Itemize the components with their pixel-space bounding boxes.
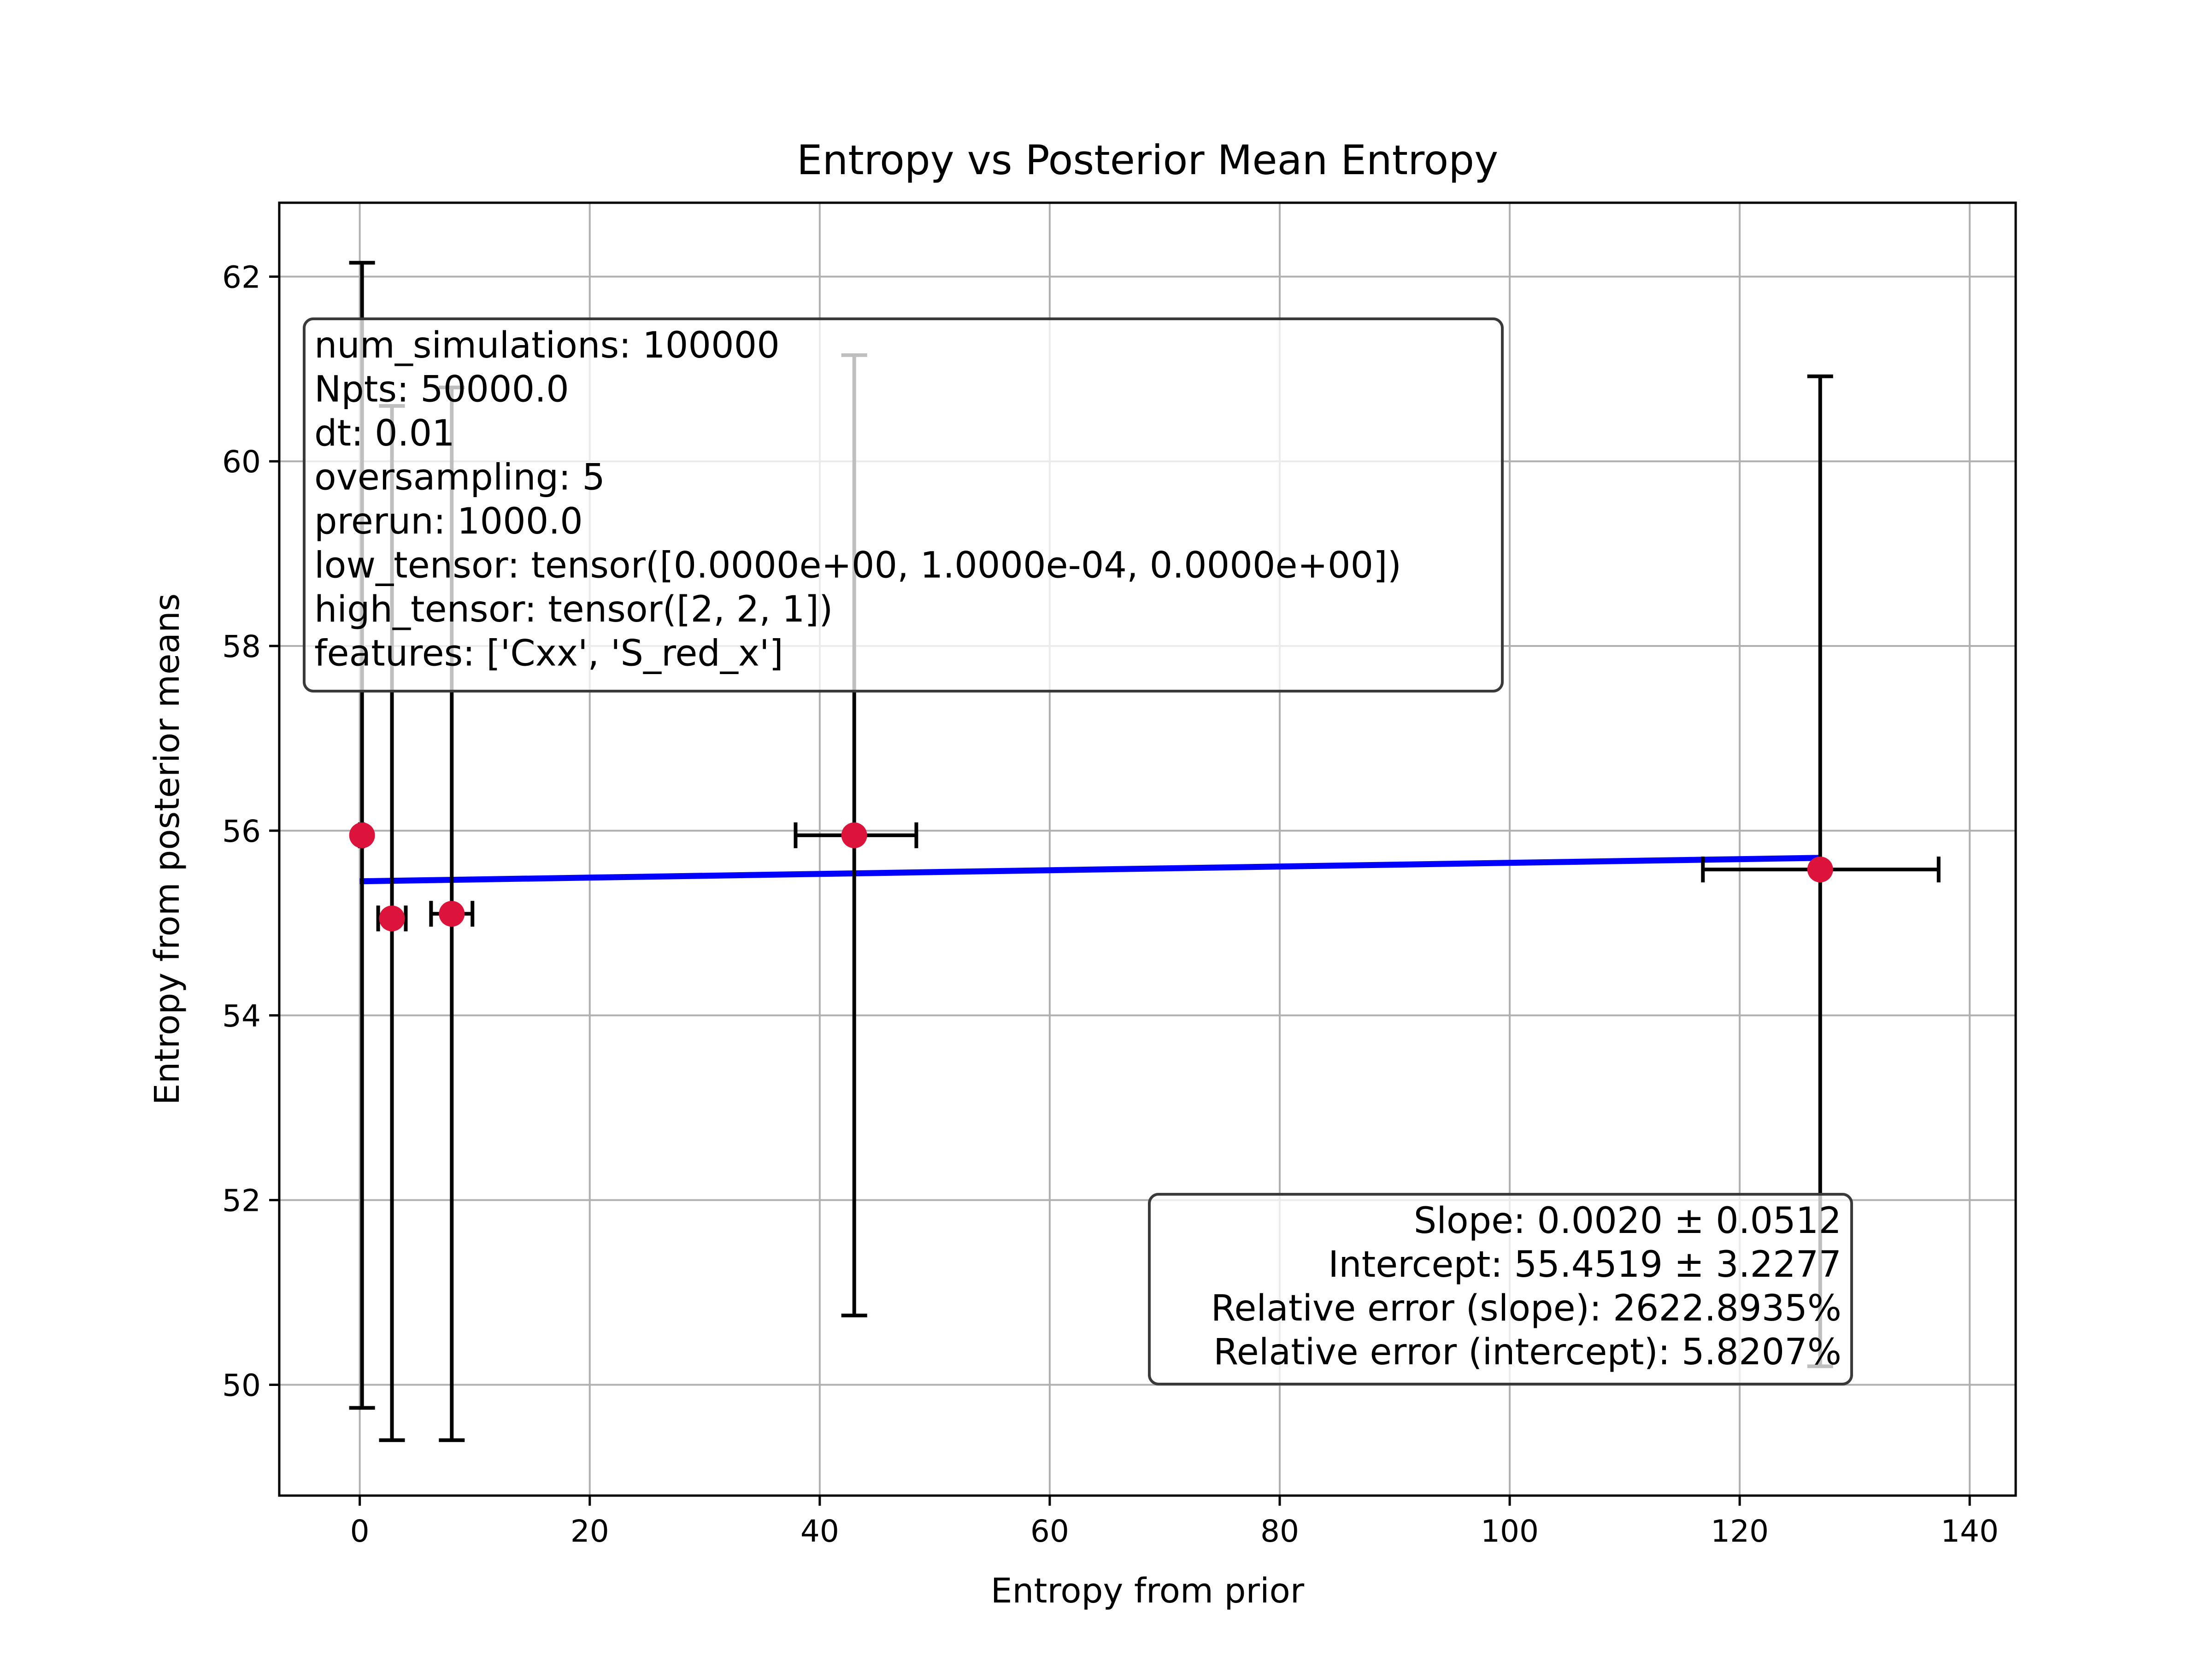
y-tick-label: 54 bbox=[222, 998, 261, 1034]
data-point bbox=[349, 822, 375, 848]
y-tick-label: 58 bbox=[222, 629, 261, 664]
parameter-line: prerun: 1000.0 bbox=[314, 501, 583, 542]
fit-stats-line: Slope: 0.0020 ± 0.0512 bbox=[1414, 1200, 1841, 1242]
x-tick-label: 120 bbox=[1711, 1514, 1769, 1549]
data-point bbox=[379, 905, 405, 932]
y-tick-label: 60 bbox=[222, 444, 261, 480]
parameter-line: low_tensor: tensor([0.0000e+00, 1.0000e-… bbox=[314, 545, 1401, 587]
y-axis-title: Entropy from posterior means bbox=[147, 593, 187, 1105]
y-tick-label: 62 bbox=[222, 259, 261, 295]
parameter-line: dt: 0.01 bbox=[314, 413, 455, 454]
parameter-line: Npts: 50000.0 bbox=[314, 369, 569, 411]
data-point-layer bbox=[349, 822, 1833, 932]
parameter-line: features: ['Cxx', 'S_red_x'] bbox=[314, 633, 783, 675]
parameter-line: num_simulations: 100000 bbox=[314, 325, 780, 366]
plot-frame bbox=[278, 201, 2017, 1497]
y-tick-label: 56 bbox=[222, 814, 261, 849]
x-tick-label: 140 bbox=[1941, 1514, 1999, 1549]
x-tick-label: 20 bbox=[571, 1514, 609, 1549]
fit-stats-box-frame bbox=[1148, 1193, 1853, 1385]
x-axis-title: Entropy from prior bbox=[991, 1571, 1305, 1611]
x-tick-label: 100 bbox=[1481, 1514, 1539, 1549]
fit-line bbox=[359, 855, 1820, 885]
parameter-line: oversampling: 5 bbox=[314, 457, 605, 499]
x-tick-label: 80 bbox=[1260, 1514, 1299, 1549]
data-point bbox=[439, 901, 465, 927]
x-tick-label: 40 bbox=[800, 1514, 839, 1549]
data-point bbox=[1807, 857, 1833, 883]
data-point bbox=[841, 822, 867, 848]
fit-stats-line: Intercept: 55.4519 ± 3.2277 bbox=[1328, 1244, 1841, 1285]
parameter-line: high_tensor: tensor([2, 2, 1]) bbox=[314, 589, 833, 630]
y-tick-label: 52 bbox=[222, 1183, 261, 1219]
fit-line-layer bbox=[359, 855, 1820, 885]
fit-stats-line: Relative error (intercept): 5.8207% bbox=[1213, 1332, 1841, 1373]
y-tick-label: 50 bbox=[222, 1368, 261, 1403]
parameter-box-frame bbox=[303, 317, 1504, 693]
x-tick-label: 0 bbox=[350, 1514, 370, 1549]
fit-stats-line: Relative error (slope): 2622.8935% bbox=[1211, 1288, 1841, 1329]
x-tick-label: 60 bbox=[1030, 1514, 1069, 1549]
tick-layer: 0 20 40 60 80 100 120 140 50 52 54 56 58 60 62 bbox=[222, 259, 1999, 1549]
chart-title: Entropy vs Posterior Mean Entropy bbox=[797, 136, 1498, 184]
